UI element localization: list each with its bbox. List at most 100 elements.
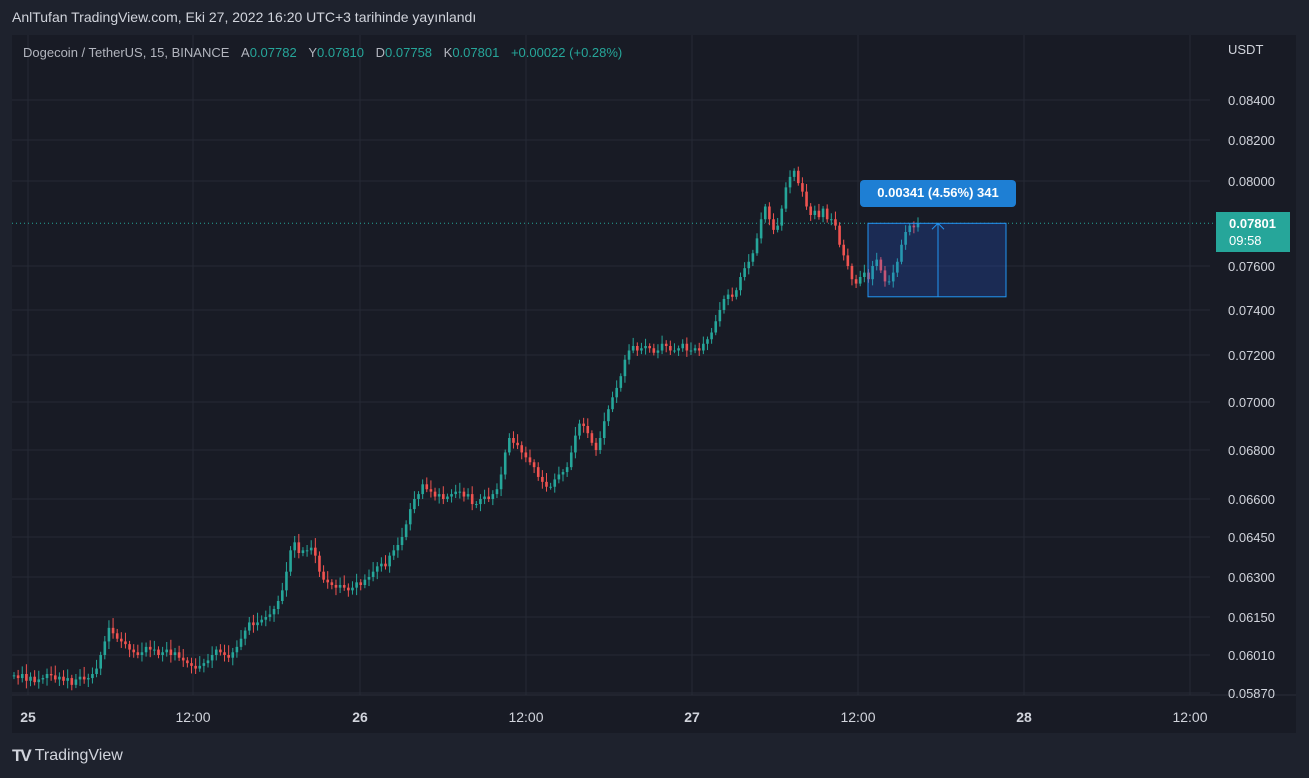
candle-body — [107, 627, 111, 642]
candle-body — [611, 397, 614, 410]
candle-body — [297, 542, 301, 553]
candle-body — [194, 665, 197, 669]
currency-unit[interactable]: USDT — [1228, 42, 1264, 57]
candle-body — [772, 219, 775, 230]
candle-body — [470, 494, 474, 505]
candle-body — [520, 445, 524, 453]
candle-body — [219, 649, 222, 653]
candle-body — [124, 641, 127, 645]
y-tick-label: 0.06600 — [1228, 492, 1275, 507]
candle-body — [743, 268, 746, 277]
candle-body — [82, 676, 86, 680]
candle-body — [693, 348, 697, 351]
candle-body — [730, 294, 734, 297]
candle-body — [640, 348, 643, 351]
candle-body — [247, 622, 251, 631]
candle-body — [516, 442, 519, 446]
candle-body — [264, 617, 268, 620]
candle-body — [491, 494, 495, 499]
candle-body — [66, 678, 69, 681]
y-tick-label: 0.06010 — [1228, 648, 1275, 663]
last-price-value: 0.07801 — [1229, 216, 1276, 231]
candle-body — [916, 223, 920, 228]
candle-body — [697, 348, 701, 351]
candle-body — [144, 646, 148, 653]
candle-body — [644, 346, 647, 349]
candle-body — [462, 491, 466, 497]
candle-body — [392, 550, 396, 556]
y-tick-label: 0.06450 — [1228, 530, 1275, 545]
candle-body — [776, 225, 779, 230]
candle-body — [636, 346, 639, 351]
candle-body — [53, 675, 57, 680]
candle-body — [887, 281, 891, 283]
x-tick-label: 25 — [20, 709, 36, 725]
candle-body — [235, 646, 239, 653]
candle-body — [111, 627, 115, 634]
open-value: 0.07782 — [249, 45, 297, 60]
candle-body — [281, 590, 284, 601]
candle-body — [495, 489, 499, 495]
candle-body — [896, 261, 899, 273]
last-price-tag: 0.07801 09:58 — [1216, 212, 1290, 252]
tradingview-footer[interactable]: TV TradingView — [12, 746, 123, 766]
candle-body — [95, 668, 98, 674]
candle-body — [260, 619, 263, 623]
candle-body — [475, 504, 478, 506]
grid-lines — [12, 35, 1296, 696]
high-label: Y — [308, 45, 318, 60]
candle-body — [739, 277, 742, 291]
symbol-legend[interactable]: Dogecoin / TetherUS, 15, BINANCE A0.0778… — [23, 45, 622, 60]
brand-name: TradingView — [34, 747, 123, 764]
candle-body — [607, 409, 610, 422]
measure-tool — [867, 222, 1007, 298]
candle-body — [908, 225, 912, 232]
candle-body — [384, 563, 387, 567]
candle-body — [136, 652, 140, 655]
candle-body — [301, 550, 305, 553]
candle-body — [735, 290, 738, 297]
candle-body — [214, 649, 218, 655]
x-tick-label: 26 — [352, 709, 368, 725]
candle-body — [99, 655, 102, 669]
candle-body — [871, 266, 874, 280]
candle-body — [380, 563, 383, 567]
candle-body — [289, 550, 292, 572]
candle-body — [408, 509, 412, 525]
candle-body — [70, 678, 74, 685]
candle-body — [553, 479, 557, 487]
candle-body — [210, 655, 214, 661]
y-tick-label: 0.07200 — [1228, 348, 1275, 363]
candle-body — [421, 484, 424, 495]
candle-body — [243, 630, 247, 639]
candle-body — [309, 547, 313, 551]
candle-body — [206, 660, 210, 664]
candle-body — [652, 348, 656, 353]
candle-body — [545, 481, 548, 487]
candle-body — [838, 225, 841, 245]
candle-body — [458, 491, 462, 493]
publish-header: AnlTufan TradingView.com, Eki 27, 2022 1… — [12, 9, 477, 25]
candle-body — [648, 346, 651, 349]
candle-body — [140, 652, 144, 655]
candle-body — [615, 387, 618, 398]
x-tick-label: 27 — [684, 709, 700, 725]
candle-body — [293, 542, 296, 551]
candle-body — [821, 208, 825, 218]
candle-body — [272, 609, 276, 615]
candle-body — [751, 253, 755, 262]
candle-body — [388, 555, 391, 567]
candle-body — [148, 646, 152, 650]
candle-body — [433, 491, 437, 497]
candle-body — [330, 582, 334, 585]
candle-body — [689, 350, 693, 352]
candle-body — [590, 433, 594, 443]
candle-body — [314, 547, 317, 556]
candle-body — [441, 494, 445, 499]
candle-body — [664, 343, 668, 346]
candle-body — [755, 238, 759, 254]
candle-body — [62, 676, 65, 681]
candle-body — [602, 421, 606, 438]
candle-body — [842, 244, 845, 256]
